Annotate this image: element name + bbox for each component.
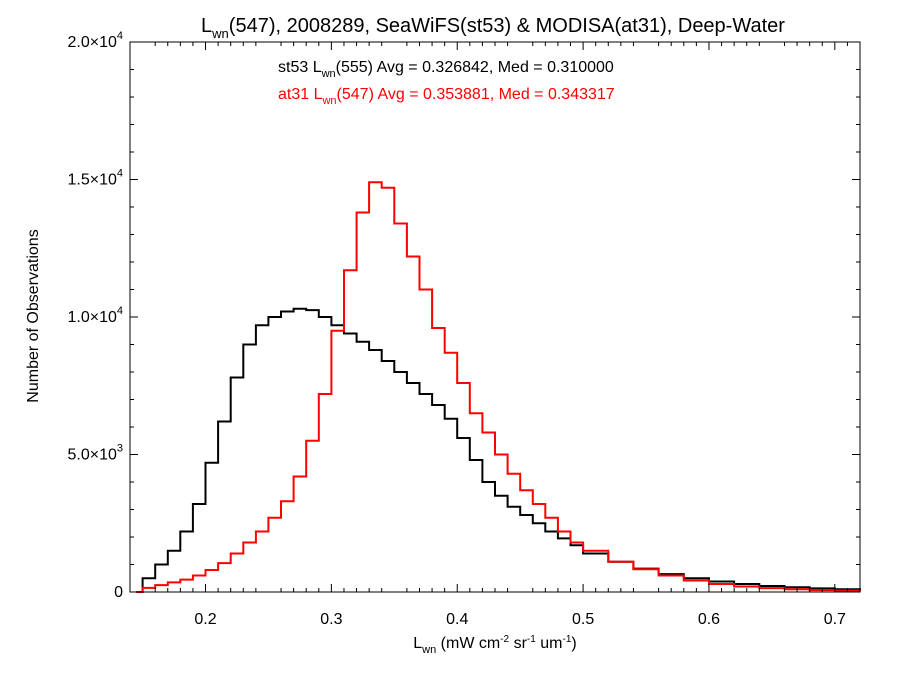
annotation-1: st53 Lwn(555) Avg = 0.326842, Med = 0.31… bbox=[278, 59, 614, 80]
series-layer bbox=[136, 181, 861, 593]
y-tick-label: 1.5×104 bbox=[67, 168, 123, 189]
y-axis-label: Number of Observations bbox=[25, 229, 42, 402]
plot-frame bbox=[129, 41, 861, 593]
series-2-line bbox=[136, 181, 861, 593]
x-tick-label: 0.5 bbox=[572, 611, 594, 628]
y-tick-label: 5.0×103 bbox=[67, 443, 123, 464]
y-axis-ticks: 0 5.0×103 1.0×104 1.5×104 2.0×104 bbox=[67, 30, 860, 601]
x-axis-label: Lwn (mW cm-2 sr-1 um-1) bbox=[413, 634, 576, 656]
annotation-2: at31 Lwn(547) Avg = 0.353881, Med = 0.34… bbox=[278, 86, 615, 107]
y-tick-label: 1.0×104 bbox=[67, 305, 123, 326]
x-tick-label: 0.6 bbox=[698, 611, 720, 628]
y-tick-label: 2.0×104 bbox=[67, 30, 123, 51]
annotation-layer: st53 Lwn(555) Avg = 0.326842, Med = 0.31… bbox=[278, 59, 615, 107]
x-tick-label: 0.4 bbox=[446, 611, 468, 628]
x-tick-label: 0.7 bbox=[824, 611, 846, 628]
x-tick-label: 0.2 bbox=[194, 611, 216, 628]
x-axis-ticks: 0.2 0.3 0.4 0.5 0.6 0.7 bbox=[154, 42, 848, 628]
chart-title: Lwn(547), 2008289, SeaWiFS(st53) & MODIS… bbox=[201, 15, 785, 41]
x-tick-label: 0.3 bbox=[320, 611, 342, 628]
y-tick-label: 0 bbox=[114, 584, 123, 601]
series-1-line bbox=[136, 307, 861, 593]
